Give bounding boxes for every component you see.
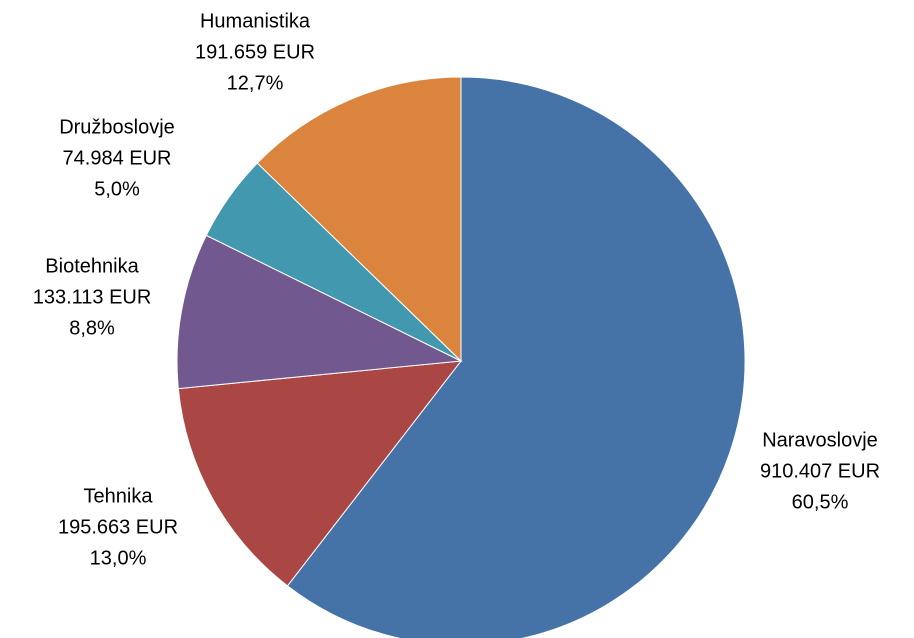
slice-label-name: Tehnika <box>84 485 154 507</box>
slice-label-value: 195.663 EUR <box>58 516 178 538</box>
pie-slice <box>176 234 463 390</box>
slice-label-value: 74.984 EUR <box>63 147 172 169</box>
slice-label-name: Humanistika <box>200 10 311 32</box>
pie-slice <box>286 76 746 638</box>
slice-label-name: Naravoslovje <box>762 429 878 451</box>
slice-label-name: Biotehnika <box>45 255 139 277</box>
slice-label-percent: 13,0% <box>90 547 147 569</box>
slice-label-value: 133.113 EUR <box>33 286 152 308</box>
slice-label-percent: 12,7% <box>227 72 284 94</box>
pie-slice <box>256 76 462 363</box>
slice-label-value: 191.659 EUR <box>195 41 315 63</box>
slice-label-percent: 8,8% <box>69 317 115 339</box>
slice-label-value: 910.407 EUR <box>760 460 880 482</box>
slice-label-name: Družboslovje <box>59 116 175 138</box>
pie-slice <box>177 360 463 587</box>
slice-label-percent: 60,5% <box>792 491 849 513</box>
slice-label-percent: 5,0% <box>94 178 140 200</box>
